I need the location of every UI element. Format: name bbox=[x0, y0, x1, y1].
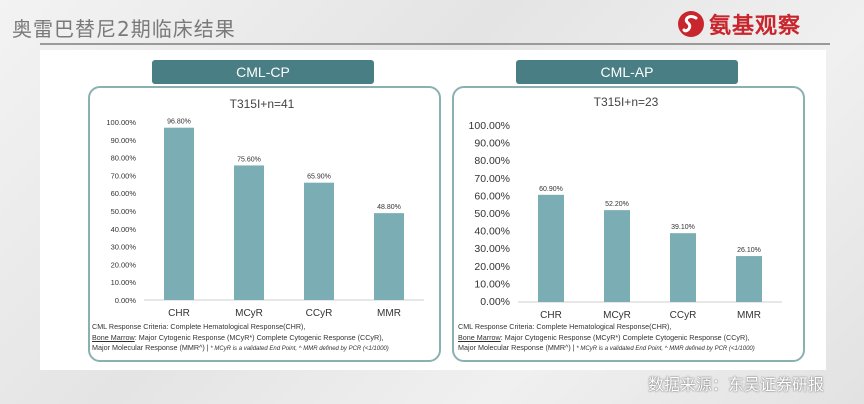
y-tick-label: 40.00% bbox=[111, 225, 137, 234]
brand-logo: 氨基观察 bbox=[676, 8, 801, 40]
y-tick-label: 0.00% bbox=[480, 296, 510, 308]
data-label: 39.10% bbox=[671, 224, 695, 231]
data-label: 48.80% bbox=[377, 204, 401, 211]
data-label: 65.90% bbox=[307, 174, 331, 181]
category-label: CHR bbox=[168, 308, 190, 319]
note-line-2: Bone Marrow: Major Cytogenic Response (M… bbox=[458, 333, 755, 344]
category-label: MMR bbox=[377, 308, 401, 319]
note-underline: Bone Marrow bbox=[92, 332, 135, 342]
note-text: : Major Cytogenic Response (MCyR*) Compl… bbox=[134, 332, 384, 342]
category-label: MMR bbox=[737, 310, 761, 321]
note-underline: Bone Marrow bbox=[458, 332, 501, 342]
note-line-1: CML Response Criteria: Complete Hematolo… bbox=[458, 322, 672, 331]
note-text: : Major Cytogenic Response (MCyR*) Compl… bbox=[500, 332, 750, 342]
note-text: Major Molecular Response (MMR^) | bbox=[458, 343, 575, 352]
chart-cml-cp: 0.00% 10.00% 20.00% 30.00% 40.00% 50.00% 60.00… bbox=[106, 118, 424, 319]
y-tick-label: 30.00% bbox=[474, 243, 510, 255]
tag-cml-ap: CML-AP bbox=[516, 60, 738, 84]
note-text: Major Molecular Response (MMR^) | bbox=[92, 343, 209, 352]
data-label: 26.10% bbox=[737, 247, 761, 254]
bar-ccyr bbox=[670, 233, 696, 302]
y-tick-label: 20.00% bbox=[474, 261, 510, 273]
note-line-1: CML Response Criteria: Complete Hematolo… bbox=[92, 322, 306, 331]
chart-title: T315I+n=23 bbox=[593, 95, 659, 109]
chart-cml-ap: 0.00% 10.00% 20.00% 30.00% 40.00% 50.00% 60.00… bbox=[469, 120, 782, 321]
slide-title: 奥雷巴替尼2期临床结果 bbox=[12, 17, 236, 41]
y-tick-label: 40.00% bbox=[474, 226, 510, 238]
criteria-notes: CML Response Criteria: Complete Hematolo… bbox=[92, 322, 389, 355]
bar-mcyr bbox=[604, 210, 630, 302]
bar-mmr bbox=[736, 256, 762, 302]
y-tick-label: 10.00% bbox=[111, 278, 137, 287]
data-label: 60.90% bbox=[539, 186, 563, 193]
y-tick-label: 20.00% bbox=[111, 260, 137, 269]
data-label: 52.20% bbox=[605, 201, 629, 208]
y-tick-label: 70.00% bbox=[474, 173, 510, 185]
brand-name: 氨基观察 bbox=[709, 14, 802, 39]
category-label: MCyR bbox=[235, 308, 263, 319]
y-tick-label: 80.00% bbox=[474, 155, 510, 167]
s-swirl-logo-icon bbox=[678, 11, 704, 37]
bar-mmr bbox=[374, 213, 404, 300]
title-divider bbox=[40, 43, 830, 45]
note-line-2: Bone Marrow: Major Cytogenic Response (M… bbox=[92, 333, 389, 344]
note-footnote: * MCyR is a validated End Point, ^ MMR d… bbox=[208, 346, 389, 352]
data-label: 96.80% bbox=[167, 119, 191, 126]
data-label: 75.60% bbox=[237, 156, 261, 163]
note-line-3: Major Molecular Response (MMR^) | * MCyR… bbox=[458, 343, 755, 355]
y-tick-label: 60.00% bbox=[474, 190, 510, 202]
y-tick-label: 10.00% bbox=[474, 278, 510, 290]
y-tick-label: 70.00% bbox=[111, 171, 137, 180]
category-label: MCyR bbox=[603, 310, 631, 321]
y-tick-label: 50.00% bbox=[474, 208, 510, 220]
y-tick-label: 30.00% bbox=[111, 243, 137, 252]
bar-ccyr bbox=[304, 182, 334, 300]
bar-chr bbox=[164, 127, 194, 300]
source-note: 数据来源：东吴证券研报 bbox=[648, 375, 825, 394]
criteria-notes: CML Response Criteria: Complete Hematolo… bbox=[458, 322, 755, 355]
y-tick-label: 100.00% bbox=[469, 120, 510, 132]
note-line-3: Major Molecular Response (MMR^) | * MCyR… bbox=[92, 343, 389, 355]
tag-cml-cp: CML-CP bbox=[152, 60, 374, 84]
y-tick-label: 80.00% bbox=[111, 154, 137, 163]
chart-title: T315I+n=41 bbox=[229, 97, 295, 111]
category-label: CCyR bbox=[670, 310, 697, 321]
y-tick-label: 50.00% bbox=[111, 207, 137, 216]
category-label: CHR bbox=[540, 310, 562, 321]
y-tick-label: 60.00% bbox=[111, 189, 137, 198]
y-tick-label: 90.00% bbox=[111, 136, 137, 145]
bar-chr bbox=[538, 194, 564, 302]
y-tick-label: 0.00% bbox=[115, 296, 137, 305]
category-label: CCyR bbox=[306, 308, 333, 319]
y-tick-label: 100.00% bbox=[106, 118, 136, 127]
note-footnote: * MCyR is a validated End Point, ^ MMR d… bbox=[574, 346, 755, 352]
y-tick-label: 90.00% bbox=[474, 138, 510, 150]
bar-mcyr bbox=[234, 165, 264, 300]
